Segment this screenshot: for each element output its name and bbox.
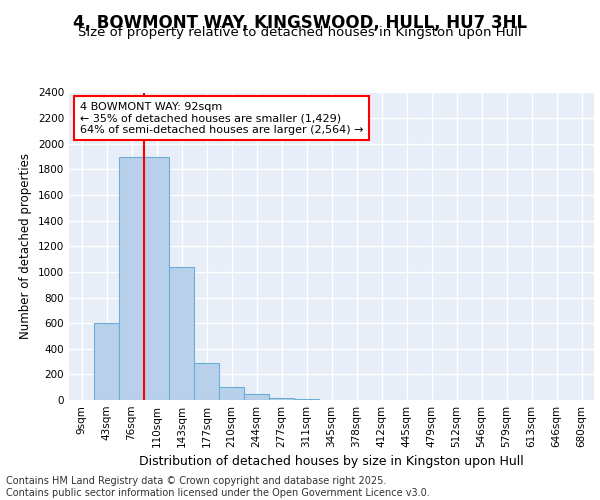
Bar [94, 323, 119, 400]
Y-axis label: Number of detached properties: Number of detached properties [19, 153, 32, 339]
Text: 4 BOWMONT WAY: 92sqm
← 35% of detached houses are smaller (1,429)
64% of semi-de: 4 BOWMONT WAY: 92sqm ← 35% of detached h… [79, 102, 363, 135]
Bar [269, 398, 294, 400]
Text: 4, BOWMONT WAY, KINGSWOOD, HULL, HU7 3HL: 4, BOWMONT WAY, KINGSWOOD, HULL, HU7 3HL [73, 14, 527, 32]
X-axis label: Distribution of detached houses by size in Kingston upon Hull: Distribution of detached houses by size … [139, 456, 524, 468]
Bar [244, 394, 269, 400]
Text: Contains HM Land Registry data © Crown copyright and database right 2025.
Contai: Contains HM Land Registry data © Crown c… [6, 476, 430, 498]
Bar [219, 386, 244, 400]
Bar [144, 156, 169, 400]
Bar [194, 364, 219, 400]
Text: Size of property relative to detached houses in Kingston upon Hull: Size of property relative to detached ho… [78, 26, 522, 39]
Bar [119, 156, 144, 400]
Bar [169, 266, 194, 400]
